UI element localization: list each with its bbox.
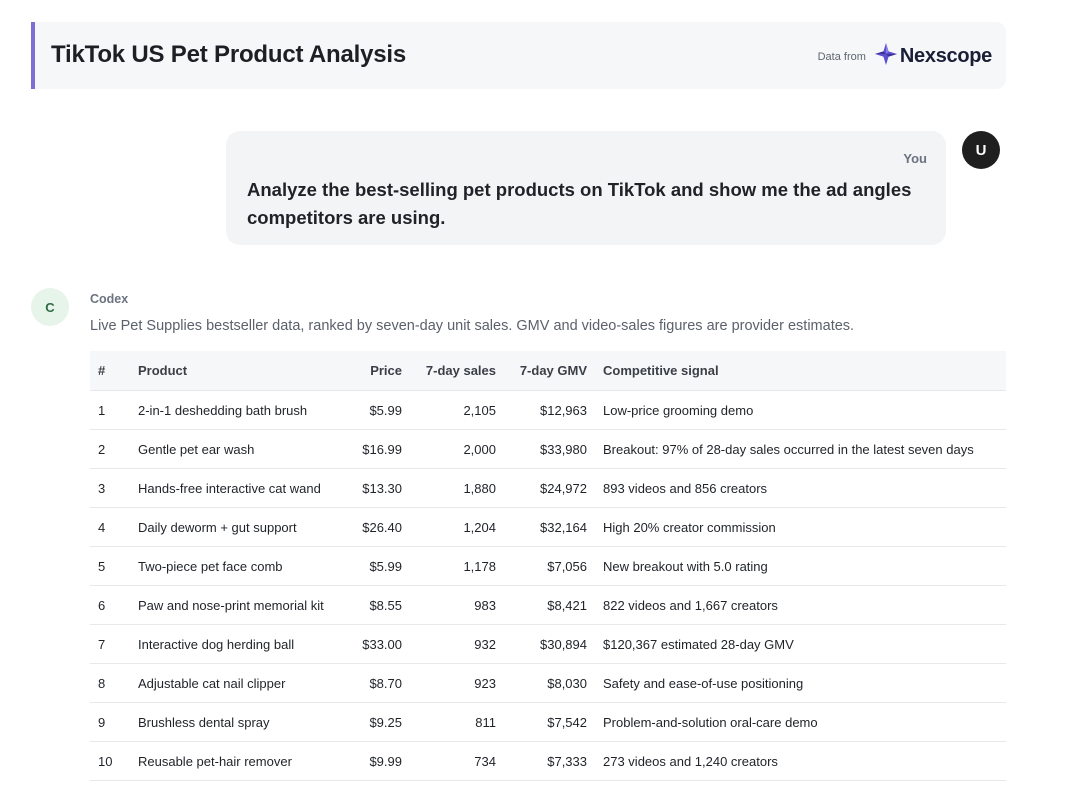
cell-rank: 9 (90, 702, 138, 742)
cell-rank: 1 (90, 390, 138, 430)
cell-product: Two-piece pet face comb (138, 546, 350, 586)
table-row: 6 Paw and nose-print memorial kit $8.55 983… (90, 585, 1006, 625)
cell-rank: 5 (90, 546, 138, 586)
column-header-gmv: 7-day GMV (496, 351, 587, 391)
cell-sales: 811 (402, 702, 496, 742)
data-from-label: Data from (817, 50, 866, 63)
cell-signal: 822 videos and 1,667 creators (587, 585, 1006, 625)
cell-product: Brushless dental spray (138, 702, 350, 742)
brand-logo[interactable]: Nexscope (874, 42, 992, 71)
cell-product: Interactive dog herding ball (138, 624, 350, 664)
column-header-signal: Competitive signal (587, 351, 1006, 391)
user-message-bubble: You Analyze the best-selling pet product… (226, 131, 946, 245)
cell-price: $9.99 (350, 741, 402, 781)
cell-product: Hands-free interactive cat wand (138, 468, 350, 508)
cell-product: Daily deworm + gut support (138, 507, 350, 547)
cell-sales: 932 (402, 624, 496, 664)
assistant-avatar: C (31, 288, 69, 326)
cell-sales: 2,000 (402, 429, 496, 469)
cell-sales: 1,178 (402, 546, 496, 586)
cell-signal: 893 videos and 856 creators (587, 468, 1006, 508)
column-header-product: Product (138, 351, 350, 391)
cell-price: $8.55 (350, 585, 402, 625)
cell-gmv: $7,056 (496, 546, 587, 586)
cell-gmv: $8,030 (496, 663, 587, 703)
cell-gmv: $33,980 (496, 429, 587, 469)
cell-sales: 2,105 (402, 390, 496, 430)
cell-sales: 923 (402, 663, 496, 703)
data-source: Data from Nexscope (818, 42, 992, 71)
cell-signal: High 20% creator commission (587, 507, 1006, 547)
cell-rank: 10 (90, 741, 138, 781)
page-header: TikTok US Pet Product Analysis Data from… (31, 22, 1006, 89)
cell-sales: 1,880 (402, 468, 496, 508)
cell-price: $8.70 (350, 663, 402, 703)
cell-price: $16.99 (350, 429, 402, 469)
brand-name: Nexscope (899, 45, 992, 67)
cell-gmv: $12,963 (496, 390, 587, 430)
table-row: 8 Adjustable cat nail clipper $8.70 923 $8,0… (90, 663, 1006, 703)
cell-rank: 4 (90, 507, 138, 547)
cell-gmv: $32,164 (496, 507, 587, 547)
table-row: 2 Gentle pet ear wash $16.99 2,000 $33,980 Br… (90, 429, 1006, 469)
cell-product: Gentle pet ear wash (138, 429, 350, 469)
cell-signal: New breakout with 5.0 rating (587, 546, 1006, 586)
cell-rank: 8 (90, 663, 138, 703)
cell-price: $26.40 (350, 507, 402, 547)
cell-price: $5.99 (350, 546, 402, 586)
cell-rank: 6 (90, 585, 138, 625)
table-row: 3 Hands-free interactive cat wand $13.30 1,… (90, 468, 1006, 508)
cell-price: $13.30 (350, 468, 402, 508)
cell-gmv: $24,972 (496, 468, 587, 508)
table-header-row: # Product Price 7-day sales 7-day GMV Co… (90, 351, 1006, 391)
cell-signal: Problem-and-solution oral-care demo (587, 702, 1006, 742)
cell-rank: 7 (90, 624, 138, 664)
cell-signal: Safety and ease-of-use positioning (587, 663, 1006, 703)
products-table: # Product Price 7-day sales 7-day GMV Co… (90, 351, 1006, 781)
nexscope-star-icon (874, 42, 898, 71)
cell-gmv: $30,894 (496, 624, 587, 664)
page-title: TikTok US Pet Product Analysis (51, 41, 406, 68)
assistant-intro-text: Live Pet Supplies bestseller data, ranke… (90, 318, 855, 334)
cell-product: Paw and nose-print memorial kit (138, 585, 350, 625)
table-row: 9 Brushless dental spray $9.25 811 $7,542 Pro… (90, 702, 1006, 742)
table-row: 7 Interactive dog herding ball $33.00 932 $3… (90, 624, 1006, 664)
cell-signal: Breakout: 97% of 28-day sales occurred i… (587, 429, 1006, 469)
cell-gmv: $7,542 (496, 702, 587, 742)
user-name-label: You (903, 151, 927, 166)
cell-sales: 734 (402, 741, 496, 781)
table-row: 1 2-in-1 deshedding bath brush $5.99 2,105 $… (90, 390, 1006, 430)
cell-rank: 3 (90, 468, 138, 508)
cell-signal: Low-price grooming demo (587, 390, 1006, 430)
cell-price: $5.99 (350, 390, 402, 430)
column-header-rank: # (90, 351, 138, 391)
table-row: 10 Reusable pet-hair remover $9.99 734 $7,33… (90, 741, 1006, 781)
column-header-price: Price (350, 351, 402, 391)
assistant-name-label: Codex (90, 292, 129, 306)
table-body: 1 2-in-1 deshedding bath brush $5.99 2,105 $… (90, 390, 1006, 781)
user-avatar: U (962, 131, 1000, 169)
user-message-text: Analyze the best-selling pet products on… (247, 179, 912, 228)
table-row: 4 Daily deworm + gut support $26.40 1,204 $3… (90, 507, 1006, 547)
cell-signal: $120,367 estimated 28-day GMV (587, 624, 1006, 664)
cell-sales: 983 (402, 585, 496, 625)
cell-price: $33.00 (350, 624, 402, 664)
cell-product: 2-in-1 deshedding bath brush (138, 390, 350, 430)
cell-price: $9.25 (350, 702, 402, 742)
cell-signal: 273 videos and 1,240 creators (587, 741, 1006, 781)
table-row: 5 Two-piece pet face comb $5.99 1,178 $7,056… (90, 546, 1006, 586)
cell-sales: 1,204 (402, 507, 496, 547)
cell-rank: 2 (90, 429, 138, 469)
cell-product: Adjustable cat nail clipper (138, 663, 350, 703)
column-header-sales: 7-day sales (402, 351, 496, 391)
cell-gmv: $8,421 (496, 585, 587, 625)
cell-gmv: $7,333 (496, 741, 587, 781)
cell-product: Reusable pet-hair remover (138, 741, 350, 781)
